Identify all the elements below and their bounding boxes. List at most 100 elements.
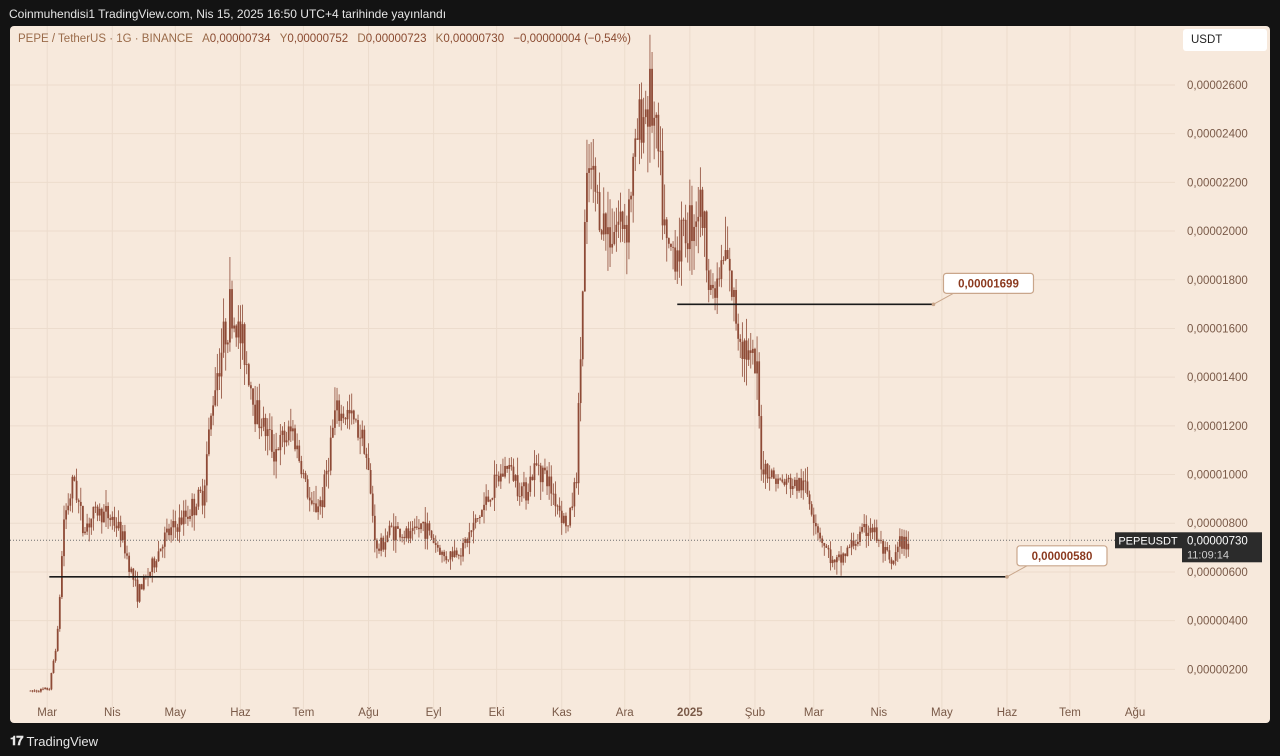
candle-body: [365, 453, 368, 458]
candle-body: [604, 213, 607, 235]
currency-selector[interactable]: USDT: [1183, 29, 1267, 51]
candle-body: [875, 527, 878, 541]
candle-body: [462, 542, 464, 557]
candle-body: [434, 543, 437, 545]
candle-body: [489, 499, 492, 502]
candle-body: [497, 475, 500, 482]
time-tick-label: Ağu: [1125, 707, 1145, 719]
price-chart[interactable]: 0,00000200 0,00000400 0,00000600 0,00000800…: [10, 26, 1270, 723]
price-tag-value: 0,00000730: [1187, 535, 1248, 547]
candle-body: [854, 544, 857, 546]
candle-body: [163, 532, 166, 547]
candle-body: [579, 359, 582, 404]
close-value: 0,00000730: [443, 33, 505, 45]
candle-body: [189, 515, 191, 519]
candle-body: [527, 491, 530, 501]
candle-body: [94, 506, 97, 508]
candle-body: [113, 516, 116, 526]
price-tick-label: 0,00001200: [1187, 421, 1248, 433]
candle-body: [344, 418, 347, 420]
candle-body: [168, 528, 170, 536]
candle-body: [63, 519, 65, 557]
candle-body: [271, 429, 273, 452]
candle-body: [523, 482, 525, 487]
candle-body: [441, 551, 443, 555]
horizontal-line-1: 0,00001699: [677, 272, 1035, 307]
candle-body: [411, 528, 414, 532]
candle-body: [684, 219, 687, 244]
candle-body: [621, 211, 624, 229]
candle-body: [205, 454, 208, 486]
candle-body: [426, 523, 429, 539]
candle-body: [567, 525, 569, 527]
candle-body: [369, 469, 372, 494]
low-value: 0,00000723: [365, 33, 427, 45]
candle-body: [644, 109, 647, 118]
candle-body: [785, 479, 788, 485]
candle-body: [827, 547, 830, 550]
candle-body: [455, 550, 458, 556]
candle-body: [451, 551, 454, 558]
candle-body: [46, 687, 49, 690]
candle-body: [810, 504, 813, 515]
candle-body: [495, 474, 498, 476]
candle-body: [378, 548, 380, 551]
candle-body: [394, 526, 397, 541]
candle-body: [128, 555, 131, 572]
candle-body: [844, 553, 847, 557]
level-label-box: [1016, 545, 1108, 567]
candle-body: [556, 505, 559, 507]
candle-body: [384, 542, 387, 550]
candle-body: [476, 518, 479, 519]
candle-body: [781, 479, 784, 482]
candle-body: [672, 246, 674, 248]
candle-body: [214, 390, 217, 406]
brand-name: TradingView: [26, 733, 99, 749]
candle-body: [726, 250, 729, 259]
candle-body: [397, 526, 399, 529]
candle-body: [775, 478, 777, 484]
candle-body: [126, 553, 128, 556]
candle-body: [478, 516, 481, 519]
chart-panel[interactable]: 0,00000200 0,00000400 0,00000600 0,00000800…: [10, 26, 1270, 723]
candle-body: [840, 554, 842, 563]
candle-body: [747, 350, 750, 360]
last-price-marker: PEPEUSDT 0,00000730 11:09:14: [10, 532, 1262, 563]
candle-body: [852, 540, 855, 546]
candle-body: [665, 219, 668, 239]
candle-body: [149, 571, 152, 577]
candle-body: [571, 506, 574, 508]
candle-body: [848, 547, 851, 549]
horizontal-line-2: 0,00000580: [49, 545, 1108, 579]
candle-body: [289, 426, 292, 432]
candle-body: [531, 476, 534, 481]
candle-body: [663, 219, 666, 226]
candle-body: [65, 510, 68, 520]
candle-body: [541, 467, 544, 483]
candle-body: [439, 547, 441, 555]
candle-body: [657, 114, 660, 152]
candle-body: [130, 568, 133, 572]
candle-body: [598, 192, 601, 231]
candle-body: [581, 291, 584, 360]
candle-body: [695, 221, 698, 227]
candle-body: [96, 506, 99, 516]
candle-body: [73, 476, 76, 481]
tradingview-brand[interactable]: 𝟏𝟕 TradingView: [10, 733, 98, 749]
candle-body: [791, 486, 794, 490]
candle-body: [422, 521, 425, 524]
candle-body: [823, 543, 826, 546]
candle-body: [124, 531, 126, 554]
time-tick-label: May: [164, 707, 186, 719]
candle-body: [50, 672, 53, 690]
candle-body: [428, 523, 431, 531]
candle-body: [619, 211, 622, 222]
time-tick-label: Şub: [745, 707, 765, 719]
candle-body: [334, 410, 336, 428]
candle-body: [132, 568, 135, 580]
price-tick-label: 0,00000600: [1187, 567, 1248, 579]
candle-body: [565, 515, 567, 527]
candle-body: [493, 474, 496, 498]
candle-body: [357, 420, 359, 438]
candle-body: [514, 475, 517, 481]
